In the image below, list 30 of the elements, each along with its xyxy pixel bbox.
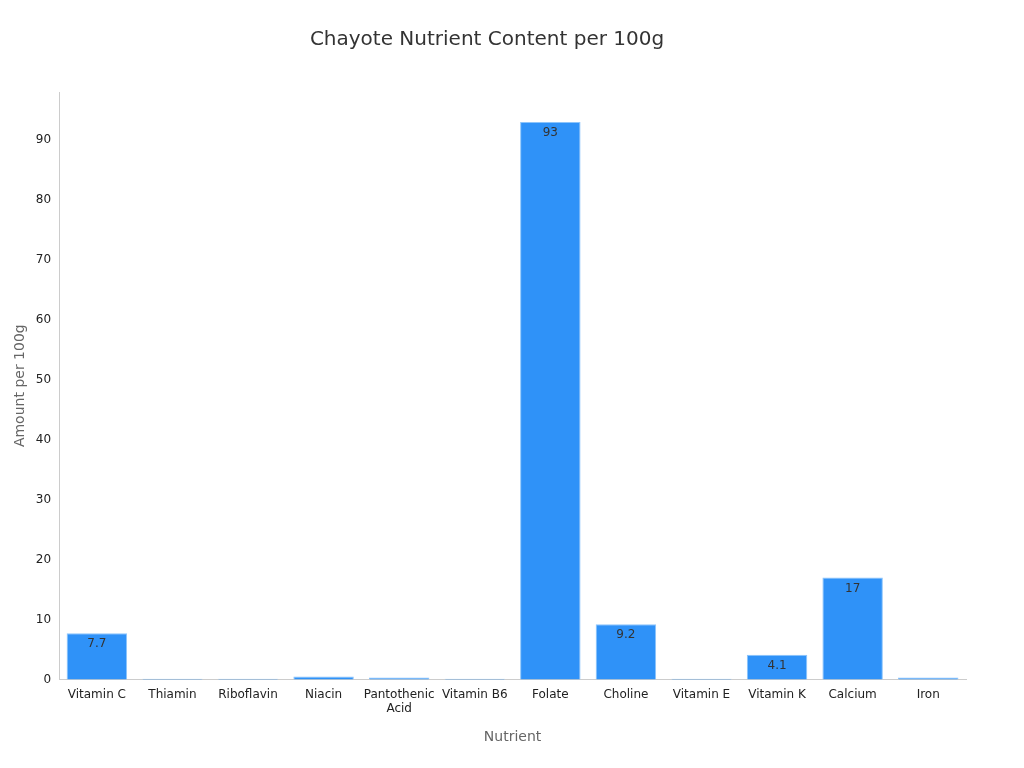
y-tick-label: 20 [35,551,52,566]
data-label: 17 [844,580,861,595]
x-tick-label: Riboflavin [218,686,278,701]
x-tick-label: Niacin [304,686,343,701]
data-label: 4.1 [767,657,787,672]
y-tick-label: 0 [43,671,52,686]
y-tick-label: 50 [35,371,52,386]
y-tick-label: 80 [35,192,52,207]
y-tick-label: 90 [35,132,52,147]
chart-title: Chayote Nutrient Content per 100g [309,26,665,51]
data-label: 93 [542,125,558,140]
x-tick-label: Iron [916,686,940,701]
y-tick-label: 60 [35,311,52,326]
x-tick-label: Vitamin E [672,686,731,701]
x-axis-title: Nutrient [483,728,542,745]
x-tick-label: Calcium [828,686,877,701]
x-tick-label: Vitamin K [748,686,808,701]
data-label: 9.2 [616,627,636,642]
x-tick-label: Choline [603,686,649,701]
y-tick-label: 10 [35,611,52,626]
y-tick-label: 40 [35,431,52,446]
x-tick-label: Pantothenic Acid [363,686,435,716]
y-tick-label: 30 [35,491,52,506]
x-tick-label: Vitamin B6 [441,686,508,701]
x-tick-label: Vitamin C [67,686,126,701]
data-label: 7.7 [87,636,107,651]
x-tick-label: Folate [532,686,569,701]
y-axis-title: Amount per 100g [11,324,28,448]
x-tick-label: Thiamin [147,686,197,701]
y-tick-label: 70 [35,251,52,266]
